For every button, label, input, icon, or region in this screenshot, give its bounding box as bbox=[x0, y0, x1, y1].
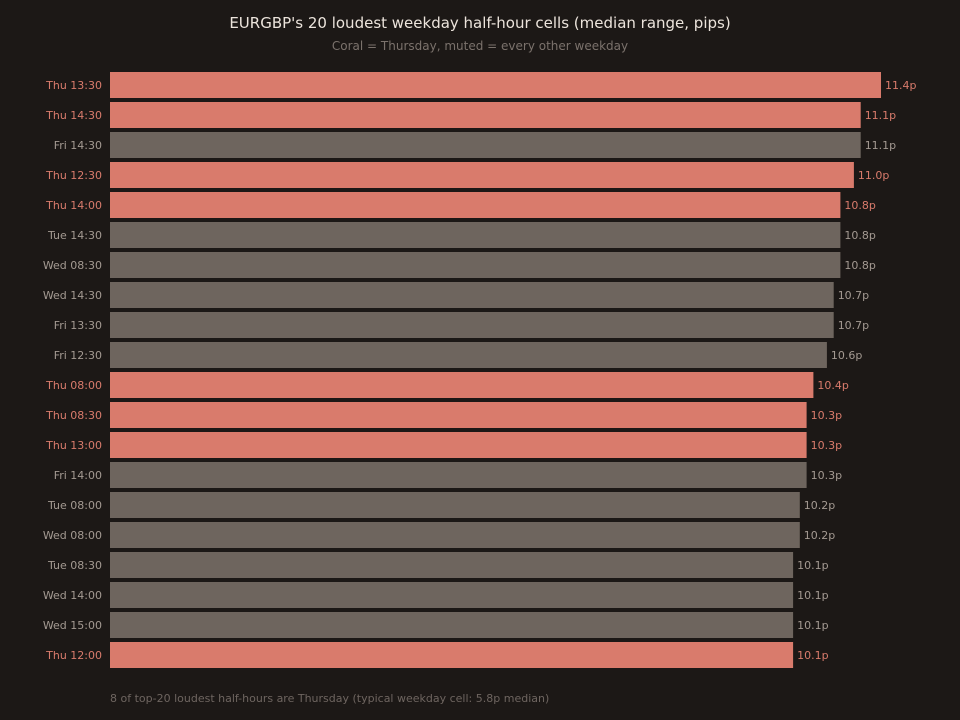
value-label: 10.3p bbox=[811, 409, 842, 422]
bar-thu-08-30 bbox=[110, 402, 807, 428]
chart-title: EURGBP's 20 loudest weekday half-hour ce… bbox=[229, 14, 730, 32]
category-label: Tue 08:00 bbox=[47, 499, 102, 512]
bar-wed-08-30 bbox=[110, 252, 841, 278]
value-label: 10.1p bbox=[797, 649, 828, 662]
value-label: 10.8p bbox=[844, 259, 875, 272]
bar-tue-14-30 bbox=[110, 222, 841, 248]
value-label: 10.1p bbox=[797, 619, 828, 632]
value-label: 10.8p bbox=[844, 199, 875, 212]
value-label: 10.2p bbox=[804, 529, 835, 542]
category-label: Fri 14:00 bbox=[54, 469, 102, 482]
bar-thu-14-00 bbox=[110, 192, 841, 218]
category-label: Wed 14:30 bbox=[43, 289, 102, 302]
bar-thu-12-00 bbox=[110, 642, 794, 668]
chart-subtitle: Coral = Thursday, muted = every other we… bbox=[332, 39, 628, 53]
category-label: Wed 15:00 bbox=[43, 619, 102, 632]
value-label: 10.4p bbox=[817, 379, 848, 392]
category-label: Tue 14:30 bbox=[47, 229, 102, 242]
category-label: Thu 08:30 bbox=[45, 409, 102, 422]
bar-tue-08-00 bbox=[110, 492, 800, 518]
bar-thu-12-30 bbox=[110, 162, 854, 188]
category-label: Wed 08:30 bbox=[43, 259, 102, 272]
bar-thu-13-30 bbox=[110, 72, 881, 98]
value-label: 11.1p bbox=[865, 109, 896, 122]
bar-fri-12-30 bbox=[110, 342, 827, 368]
category-label: Thu 12:30 bbox=[45, 169, 102, 182]
bars-group: Thu 13:30 11.4p Thu 14:30 11.1p Fri 14:30 11.… bbox=[43, 72, 916, 668]
category-label: Wed 08:00 bbox=[43, 529, 102, 542]
category-label: Tue 08:30 bbox=[47, 559, 102, 572]
category-label: Wed 14:00 bbox=[43, 589, 102, 602]
value-label: 10.3p bbox=[811, 439, 842, 452]
category-label: Thu 08:00 bbox=[45, 379, 102, 392]
category-label: Thu 14:30 bbox=[45, 109, 102, 122]
value-label: 10.6p bbox=[831, 349, 862, 362]
value-label: 10.3p bbox=[811, 469, 842, 482]
chart-footnote: 8 of top-20 loudest half-hours are Thurs… bbox=[110, 692, 549, 705]
bar-thu-13-00 bbox=[110, 432, 807, 458]
bar-wed-14-00 bbox=[110, 582, 794, 608]
bar-wed-08-00 bbox=[110, 522, 800, 548]
value-label: 11.0p bbox=[858, 169, 889, 182]
value-label: 10.8p bbox=[844, 229, 875, 242]
category-label: Thu 12:00 bbox=[45, 649, 102, 662]
category-label: Thu 13:00 bbox=[45, 439, 102, 452]
value-label: 10.1p bbox=[797, 559, 828, 572]
value-label: 11.4p bbox=[885, 79, 916, 92]
category-label: Thu 13:30 bbox=[45, 79, 102, 92]
category-label: Fri 12:30 bbox=[54, 349, 102, 362]
bar-fri-14-00 bbox=[110, 462, 807, 488]
bar-tue-08-30 bbox=[110, 552, 794, 578]
bar-thu-14-30 bbox=[110, 102, 861, 128]
value-label: 10.7p bbox=[838, 289, 869, 302]
value-label: 11.1p bbox=[865, 139, 896, 152]
value-label: 10.2p bbox=[804, 499, 835, 512]
bar-thu-08-00 bbox=[110, 372, 814, 398]
bar-wed-15-00 bbox=[110, 612, 794, 638]
value-label: 10.7p bbox=[838, 319, 869, 332]
bar-fri-14-30 bbox=[110, 132, 861, 158]
value-label: 10.1p bbox=[797, 589, 828, 602]
bar-wed-14-30 bbox=[110, 282, 834, 308]
category-label: Thu 14:00 bbox=[45, 199, 102, 212]
bar-fri-13-30 bbox=[110, 312, 834, 338]
category-label: Fri 14:30 bbox=[54, 139, 102, 152]
category-label: Fri 13:30 bbox=[54, 319, 102, 332]
